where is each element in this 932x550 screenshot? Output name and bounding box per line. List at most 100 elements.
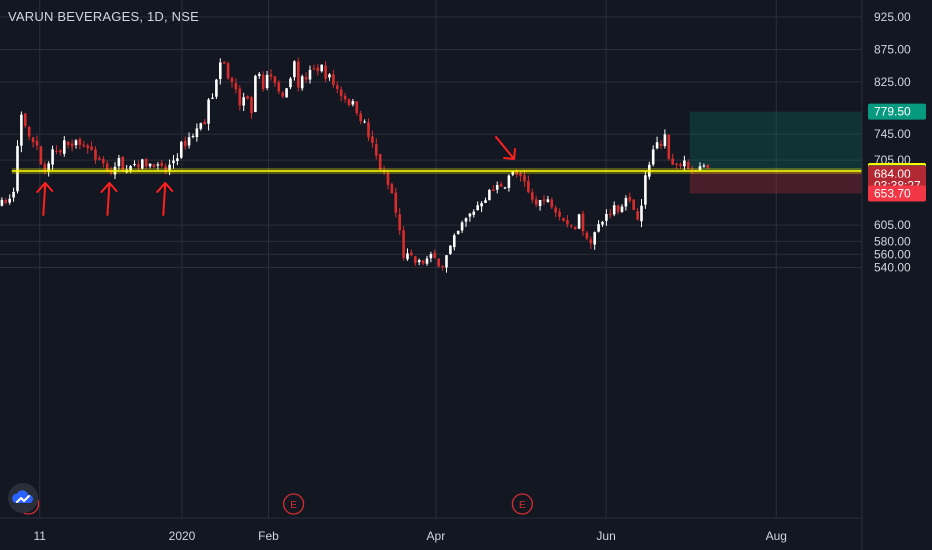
candle-body [597,224,600,232]
candle-body [667,134,671,159]
candle-body [332,74,335,85]
time-tick-label: 11 [33,529,46,543]
time-tick-label: Feb [258,529,279,543]
candle-body [312,68,316,70]
candle-body [12,191,15,198]
candle-body [168,164,171,171]
time-tick-label: Aug [766,529,787,543]
candle-body [495,185,499,190]
candle-body [686,161,690,169]
candle-body [226,63,230,79]
candle-body [511,171,515,175]
candle-body [261,74,265,89]
candle-body [8,198,11,203]
candle-body [437,258,440,267]
candle-body [480,203,483,207]
candle-body [285,88,288,98]
arrow-up [156,181,174,216]
candle-body [558,211,561,217]
earnings-markers[interactable]: EEE [17,493,534,515]
candle-body [187,137,191,146]
candle-body [706,164,710,169]
candle-body [644,175,647,205]
candle-body [359,113,362,122]
candle-body [105,163,109,171]
candle-body [51,149,54,165]
candle-body [515,171,518,175]
candle-body [59,150,62,153]
candle-body [659,143,663,146]
candle-body [39,146,43,165]
time-axis[interactable]: 112020FebAprJunAugOct [0,517,932,543]
candle-body [133,164,136,166]
candle-body [519,173,522,176]
candle-body [472,211,476,215]
candle-body [218,62,222,80]
candle-body [390,184,394,194]
candle-body [300,76,304,89]
candle-body [460,222,464,231]
time-tick-label: 2020 [169,529,196,543]
candle-body [410,252,413,256]
candle-body [507,175,511,188]
price-tick-label: 580.00 [874,234,911,248]
candle-body [628,196,632,201]
earnings-marker [282,493,305,515]
candle-body [593,232,596,245]
candle-body [203,121,206,125]
candle-body [281,92,284,97]
candle-body [207,99,210,124]
candle-body [484,200,487,203]
candle-body [90,146,93,150]
candle-body [164,166,167,171]
candle-body [601,221,604,225]
candle-body [554,207,557,213]
candle-body [406,253,409,260]
candle-body [304,76,308,80]
price-tick-label: 560.00 [874,247,911,261]
candle-body [269,74,273,77]
candle-body [215,79,218,97]
candle-body [394,192,398,213]
candle-body [464,218,468,222]
candle-body [612,205,616,215]
candle-body [374,144,378,156]
candle-body [199,123,203,129]
candle-body [31,137,35,143]
candle-body [640,205,643,222]
candle-body [562,217,565,221]
candle-body [47,163,50,172]
candle-body [363,121,366,123]
candle-body [343,95,347,100]
candle-body [94,149,97,160]
candle-body [605,213,608,221]
grid [0,0,862,518]
tradingview-logo[interactable] [8,483,38,513]
candle-body [398,214,401,231]
arrow-down [495,135,517,160]
candle-body [211,97,214,99]
candle-body [4,200,8,203]
candle-body [254,75,257,112]
candle-body [698,166,702,171]
candle-body [702,165,706,167]
support-line[interactable] [11,167,932,174]
price-tick-label: 925.00 [874,10,911,24]
candle-body [499,183,503,187]
price-axis[interactable]: 925.00875.00825.00745.00705.00605.00580.… [861,0,932,550]
candle-body [616,205,620,212]
candle-body [441,265,444,267]
candle-body [429,254,433,259]
earnings-marker [511,493,534,515]
candle-body [316,67,320,72]
candle-body [620,206,624,212]
annotation-arrows[interactable] [36,135,517,216]
time-tick-label: Apr [427,529,446,543]
candle-body [534,199,538,205]
candle-body [683,160,686,167]
chart-title: VARUN BEVERAGES, 1D, NSE [8,9,199,24]
candle-body [328,74,331,78]
candle-body [265,74,269,88]
candle-body [527,180,530,193]
